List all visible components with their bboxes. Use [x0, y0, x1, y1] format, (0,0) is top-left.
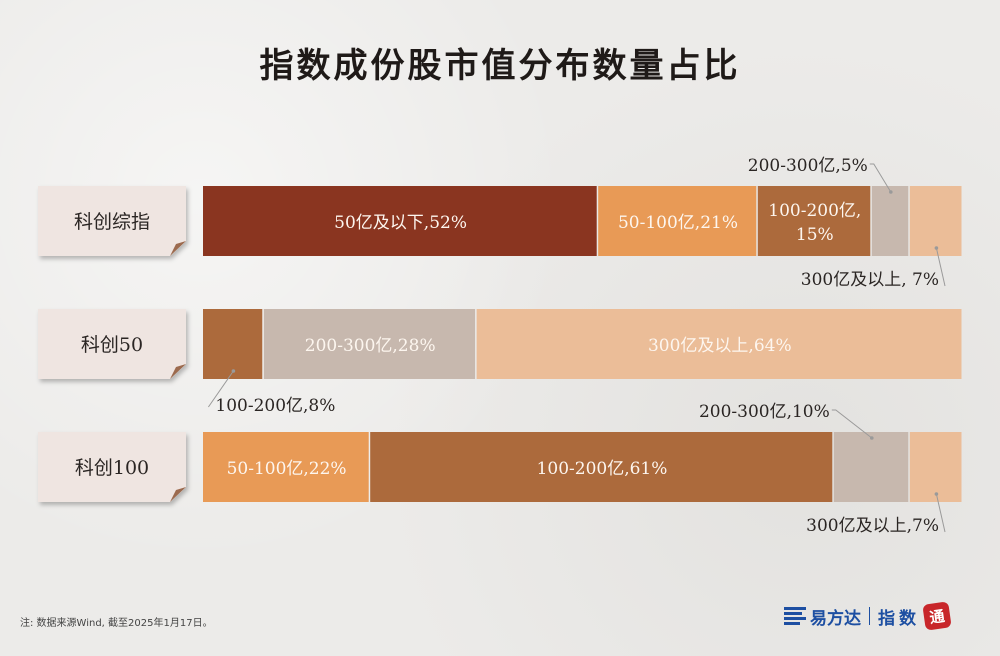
source-note: 注: 数据来源Wind, 截至2025年1月17日。: [20, 618, 213, 629]
category-label: 科创综指: [38, 186, 186, 256]
callout-dot: [889, 190, 893, 194]
callout-leader-line: [935, 247, 946, 287]
callout-dot: [934, 492, 939, 496]
bar-segment: [598, 186, 757, 256]
callout-label: 100-200亿,8%: [215, 396, 335, 416]
brand-logo: 易方达 指数 通: [784, 601, 952, 631]
bar-segment: [370, 432, 833, 502]
bar-data-label: 300亿及以上,64%: [648, 336, 792, 356]
callout-label: 300亿及以上,7%: [806, 516, 939, 536]
bar-segment: [757, 186, 871, 256]
bar-data-label: 50亿及以下,52%: [334, 213, 467, 233]
bar-data-label: 15%: [796, 225, 834, 245]
category-label: 科创50: [38, 309, 186, 379]
callout-leader-line: [869, 163, 892, 193]
callout-label: 300亿及以上, 7%: [801, 270, 939, 290]
bar-data-label: 100-200亿,61%: [537, 459, 668, 479]
bar-data-label: 100-200亿,: [768, 201, 861, 221]
brand-name: 易方达: [810, 608, 861, 629]
bar-data-label: 50-100亿,21%: [618, 213, 738, 233]
bar-segment: [203, 186, 597, 256]
callout-label: 200-300亿,10%: [699, 402, 830, 422]
category-label-text: 科创100: [75, 457, 149, 479]
bar-segment: [203, 432, 369, 502]
bar-data-label: 50-100亿,22%: [227, 459, 347, 479]
callout-label: 200-300亿,5%: [748, 156, 868, 176]
bar-segment: [476, 309, 962, 379]
bar-segment: [263, 309, 476, 379]
bar-segment: [203, 309, 263, 379]
brand-divider: [869, 607, 870, 625]
callout-leader-line: [207, 370, 234, 408]
bar-segment: [871, 186, 909, 256]
category-label-text: 科创综指: [74, 211, 150, 233]
bar-data-label: 200-300亿,28%: [305, 336, 436, 356]
chart-title: 指数成份股市值分布数量占比: [259, 46, 741, 86]
callout-dot: [870, 436, 874, 440]
callout-leader-line: [935, 493, 946, 533]
brand-mark-icon: [784, 607, 806, 625]
callout-dot: [934, 246, 939, 250]
callout-dot: [231, 369, 236, 373]
category-label: 科创100: [38, 432, 186, 502]
bar-segment: [909, 432, 962, 502]
category-label-text: 科创50: [81, 334, 143, 356]
brand-seal-icon: 通: [922, 601, 952, 631]
callout-leader-line: [831, 409, 873, 439]
brand-subtitle: 指数: [878, 608, 920, 629]
bar-segment: [833, 432, 909, 502]
bar-segment: [909, 186, 962, 256]
